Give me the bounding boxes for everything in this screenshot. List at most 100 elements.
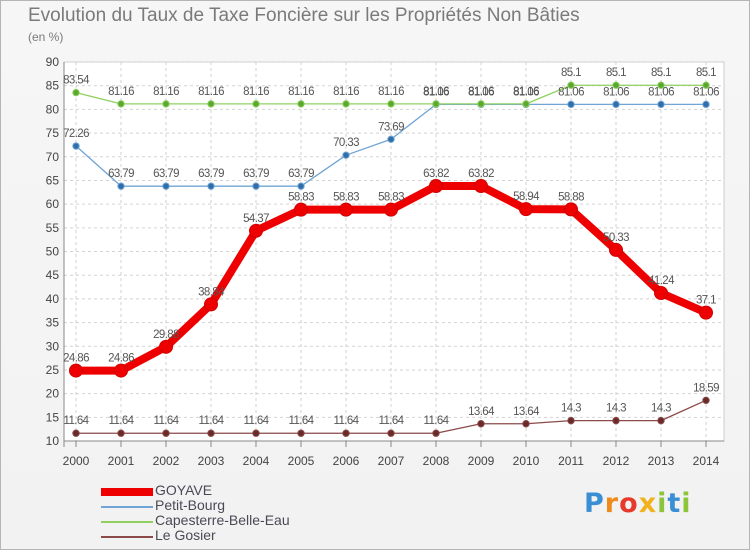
data-point bbox=[159, 339, 173, 354]
data-label: 11.64 bbox=[289, 415, 315, 427]
legend-label: Petit-Bourg bbox=[155, 497, 226, 513]
x-tick-label: 2009 bbox=[468, 454, 495, 468]
data-point bbox=[72, 142, 80, 150]
y-tick-label: 10 bbox=[46, 434, 60, 448]
data-label: 58.83 bbox=[333, 192, 359, 204]
data-label: 63.82 bbox=[468, 168, 494, 180]
data-point bbox=[384, 202, 398, 217]
data-label: 63.79 bbox=[288, 168, 314, 180]
data-point bbox=[522, 100, 530, 108]
x-tick-label: 2011 bbox=[558, 454, 584, 468]
data-point bbox=[117, 100, 125, 108]
data-label: 85.1 bbox=[606, 67, 626, 79]
legend-swatch bbox=[101, 488, 153, 496]
data-point bbox=[297, 429, 305, 437]
data-label: 24.86 bbox=[108, 353, 134, 365]
data-label: 85.1 bbox=[651, 67, 671, 79]
gridlines bbox=[64, 61, 724, 442]
data-point bbox=[702, 396, 710, 405]
x-tick-label: 2008 bbox=[423, 454, 450, 468]
data-label: 11.64 bbox=[199, 415, 225, 427]
data-point bbox=[207, 182, 215, 190]
data-label: 11.64 bbox=[424, 415, 450, 427]
data-label: 81.06 bbox=[423, 86, 449, 98]
data-label: 11.64 bbox=[154, 415, 180, 427]
y-tick-label: 65 bbox=[46, 173, 60, 187]
y-tick-label: 60 bbox=[46, 197, 60, 211]
data-point bbox=[342, 100, 350, 108]
y-tick-label: 55 bbox=[46, 221, 60, 235]
data-label: 63.79 bbox=[243, 168, 269, 180]
x-tick-label: 2006 bbox=[333, 454, 360, 468]
data-point bbox=[294, 202, 308, 217]
x-tick-label: 2007 bbox=[378, 454, 405, 468]
y-tick-label: 20 bbox=[46, 387, 60, 401]
x-tick-label: 2003 bbox=[198, 454, 225, 468]
data-point bbox=[72, 88, 80, 97]
data-point bbox=[432, 429, 440, 437]
data-point bbox=[207, 100, 215, 108]
y-tick-label: 25 bbox=[46, 363, 60, 377]
data-point bbox=[474, 179, 488, 194]
data-label: 14.3 bbox=[606, 403, 626, 415]
data-point bbox=[249, 223, 263, 238]
data-label: 50.33 bbox=[603, 232, 629, 244]
proxiti-logo[interactable]: Proxiti bbox=[584, 488, 692, 519]
y-tick-label: 90 bbox=[46, 55, 60, 69]
data-point bbox=[477, 100, 485, 108]
data-point bbox=[657, 81, 665, 89]
chart-title: Evolution du Taux de Taxe Foncière sur l… bbox=[28, 5, 580, 26]
y-tick-label: 70 bbox=[46, 150, 60, 164]
data-label: 41.24 bbox=[648, 275, 675, 287]
data-label: 81.06 bbox=[603, 86, 629, 98]
data-label: 11.64 bbox=[244, 415, 270, 427]
logo-letter: o bbox=[619, 488, 639, 519]
y-axis-unit: (en %) bbox=[28, 30, 64, 44]
y-tick-label: 35 bbox=[46, 316, 60, 330]
data-point bbox=[69, 363, 83, 378]
data-label: 38.84 bbox=[198, 286, 225, 298]
data-point bbox=[522, 420, 530, 428]
data-point bbox=[429, 179, 443, 194]
data-point bbox=[612, 416, 620, 425]
data-label: 11.64 bbox=[334, 415, 360, 427]
data-point bbox=[117, 429, 125, 437]
data-point bbox=[162, 100, 170, 108]
data-label: 81.16 bbox=[108, 86, 134, 98]
logo-letter: P bbox=[584, 488, 605, 519]
y-tick-label: 45 bbox=[46, 268, 60, 282]
data-point bbox=[702, 100, 710, 109]
data-point bbox=[612, 100, 620, 109]
logo-letter: i bbox=[657, 488, 668, 519]
data-label: 58.94 bbox=[513, 191, 540, 203]
data-point bbox=[567, 81, 575, 89]
data-label: 58.83 bbox=[378, 192, 404, 204]
data-label: 14.3 bbox=[651, 403, 671, 415]
y-tick-label: 50 bbox=[46, 245, 60, 259]
x-tick-label: 2013 bbox=[648, 454, 675, 468]
data-label: 63.82 bbox=[423, 168, 449, 180]
data-label: 14.3 bbox=[561, 403, 581, 415]
data-label: 85.1 bbox=[696, 67, 716, 79]
legend-swatch bbox=[101, 521, 153, 523]
data-label: 81.06 bbox=[693, 86, 719, 98]
x-tick-label: 2001 bbox=[108, 454, 135, 468]
data-labels-layer: 24.86 24.86 29.88 38.84 54.37 58.83 58.83 58.83… bbox=[63, 67, 720, 427]
data-point bbox=[609, 242, 623, 257]
data-label: 70.33 bbox=[333, 137, 359, 149]
data-label: 11.64 bbox=[109, 415, 135, 427]
legend-label: Le Gosier bbox=[155, 527, 216, 543]
data-label: 81.16 bbox=[468, 86, 494, 98]
data-point bbox=[657, 416, 665, 425]
data-point bbox=[702, 81, 710, 89]
data-label: 72.26 bbox=[63, 128, 89, 140]
data-label: 24.86 bbox=[63, 353, 89, 365]
data-point bbox=[657, 100, 665, 109]
data-label: 81.06 bbox=[558, 86, 584, 98]
data-label: 11.64 bbox=[379, 415, 405, 427]
data-point bbox=[204, 297, 218, 312]
data-point bbox=[252, 429, 260, 437]
data-label: 13.64 bbox=[468, 406, 495, 418]
data-label: 13.64 bbox=[513, 406, 540, 418]
